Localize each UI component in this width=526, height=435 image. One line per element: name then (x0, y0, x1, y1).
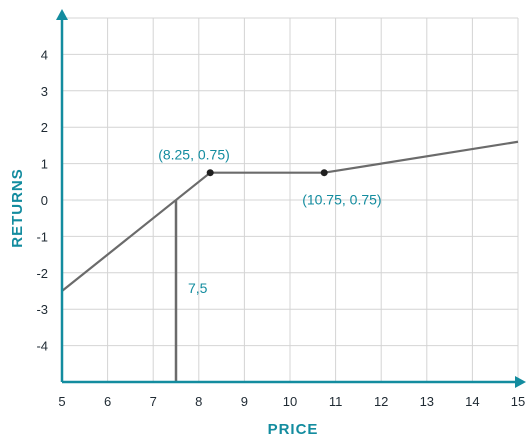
x-tick-label: 5 (58, 394, 65, 409)
x-tick-label: 11 (329, 394, 343, 409)
axes (56, 9, 526, 388)
x-tick-label: 15 (511, 394, 525, 409)
x-tick-label: 9 (241, 394, 248, 409)
x-tick-label: 12 (374, 394, 388, 409)
reference-line-label: 7,5 (188, 280, 208, 296)
x-tick-label: 6 (104, 394, 111, 409)
y-tick-label: 1 (41, 157, 48, 172)
y-tick-label: 3 (41, 84, 48, 99)
y-axis-arrow-icon (56, 9, 68, 20)
points-layer (206, 169, 328, 177)
x-axis-arrow-icon (515, 376, 526, 388)
y-tick-label: -1 (36, 229, 48, 244)
series-line (61, 140, 519, 292)
annotations: (8.25, 0.75) (10.75, 0.75) 7,5 (158, 147, 381, 296)
x-axis-title: PRICE (268, 421, 319, 435)
x-tick-label: 14 (465, 394, 479, 409)
y-axis-title: RETURNS (9, 168, 26, 248)
y-tick-label: -4 (36, 339, 48, 354)
y-tick-label: 4 (41, 47, 48, 62)
series-layer (61, 140, 519, 292)
x-tick-label: 7 (150, 394, 157, 409)
x-tick-label: 10 (283, 394, 297, 409)
point-label: (8.25, 0.75) (158, 147, 230, 163)
y-tick-label: -2 (36, 266, 48, 281)
x-tick-label: 13 (420, 394, 434, 409)
data-point (320, 169, 328, 177)
x-tick-label: 8 (195, 394, 202, 409)
y-tick-label: 2 (41, 120, 48, 135)
y-tick-label: 0 (41, 193, 48, 208)
data-point (206, 169, 214, 177)
point-label: (10.75, 0.75) (302, 192, 381, 208)
grid (61, 17, 519, 383)
y-tick-label: -3 (36, 302, 48, 317)
